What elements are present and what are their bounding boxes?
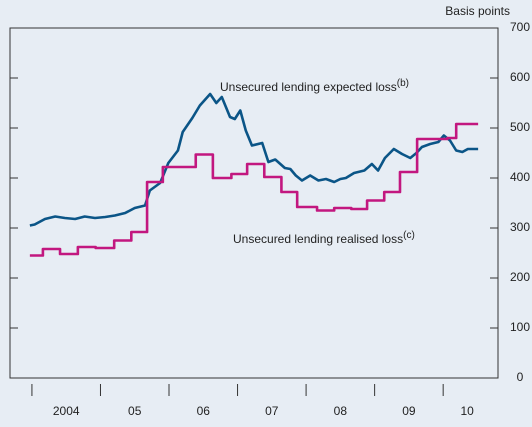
y-tick-label: 500 bbox=[510, 120, 530, 134]
series-label: Unsecured lending realised loss(c) bbox=[233, 230, 415, 247]
y-tick-label: 400 bbox=[510, 170, 530, 184]
y-tick-label: 200 bbox=[510, 270, 530, 284]
x-tick-label: 07 bbox=[265, 404, 279, 418]
y-tick-label: 600 bbox=[510, 70, 530, 84]
series-note: (b) bbox=[397, 78, 409, 89]
y-tick-label: 100 bbox=[510, 320, 530, 334]
x-tick-label: 10 bbox=[460, 404, 474, 418]
series-label: Unsecured lending expected loss(b) bbox=[220, 78, 409, 95]
series-line bbox=[29, 92, 479, 227]
y-tick-label: 700 bbox=[510, 20, 530, 34]
x-tick-label: 2004 bbox=[53, 404, 80, 418]
x-tick-label: 09 bbox=[402, 404, 416, 418]
series-name: Unsecured lending realised loss bbox=[233, 232, 403, 246]
y-tick-label: 300 bbox=[510, 220, 530, 234]
series-name: Unsecured lending expected loss bbox=[220, 80, 397, 94]
x-tick-label: 06 bbox=[197, 404, 211, 418]
x-tick-label: 05 bbox=[128, 404, 142, 418]
series-line bbox=[29, 122, 479, 257]
series-note: (c) bbox=[403, 230, 415, 241]
x-tick-label: 08 bbox=[334, 404, 348, 418]
y-axis-label: Basis points bbox=[445, 4, 510, 18]
y-tick-label: 0 bbox=[517, 370, 524, 384]
plot-frame bbox=[9, 27, 499, 379]
